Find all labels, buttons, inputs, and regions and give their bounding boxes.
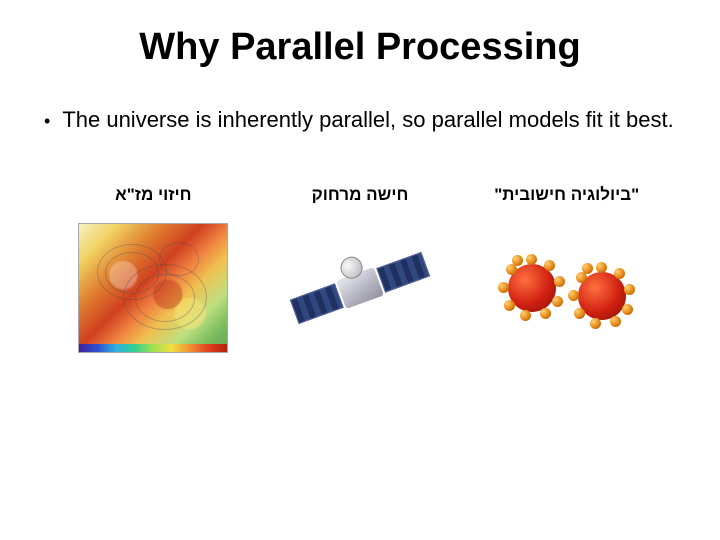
molecule-2 bbox=[570, 264, 634, 328]
slide: Why Parallel Processing • The universe i… bbox=[0, 0, 720, 540]
weather-map-illustration bbox=[78, 223, 228, 353]
satellite-dish bbox=[337, 253, 365, 281]
satellite-panel-right bbox=[376, 252, 430, 293]
bullet-text: The universe is inherently parallel, so … bbox=[62, 105, 673, 135]
satellite-panel-left bbox=[290, 283, 344, 324]
satellite-body bbox=[336, 267, 384, 309]
biology-illustration bbox=[492, 223, 642, 353]
column-label-biology: "ביולוגיה חישובית" bbox=[494, 185, 639, 205]
column-weather: חיזוי מז"א bbox=[50, 185, 257, 353]
column-label-satellite: חישה מרחוק bbox=[312, 185, 409, 205]
column-biology: "ביולוגיה חישובית" bbox=[463, 185, 670, 353]
column-label-weather: חיזוי מז"א bbox=[115, 185, 191, 205]
satellite-illustration bbox=[285, 223, 435, 353]
bullet-marker: • bbox=[44, 109, 50, 133]
slide-title: Why Parallel Processing bbox=[40, 26, 680, 69]
bullet-item: • The universe is inherently parallel, s… bbox=[40, 105, 680, 135]
columns: חיזוי מז"א חישה מרחוק "ביולוגיה חישובית" bbox=[40, 185, 680, 353]
column-satellite: חישה מרחוק bbox=[257, 185, 464, 353]
molecule-1 bbox=[500, 256, 564, 320]
